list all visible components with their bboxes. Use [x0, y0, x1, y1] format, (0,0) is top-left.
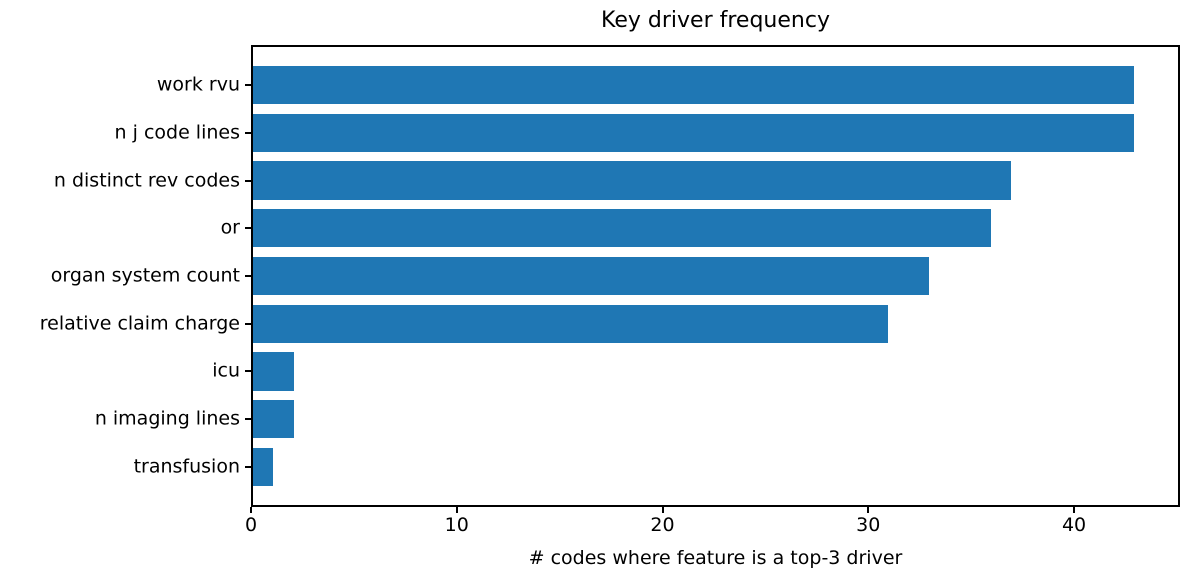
x-tick-label: 40: [1061, 514, 1087, 536]
bar-transfusion: [253, 447, 274, 486]
y-tick-label: work rvu: [156, 73, 240, 96]
x-tick-label: 0: [244, 514, 258, 536]
y-tick-mark: [245, 322, 251, 325]
y-tick-label: n imaging lines: [94, 407, 240, 430]
x-tick-mark: [867, 507, 870, 513]
x-tick-mark: [250, 507, 252, 513]
bar-icu: [253, 352, 294, 391]
x-tick-label: 10: [444, 514, 469, 536]
y-tick-mark: [245, 465, 251, 468]
y-tick-mark: [245, 275, 251, 277]
y-tick-mark: [245, 418, 251, 421]
x-tick-mark: [661, 507, 664, 513]
y-tick-label: organ system count: [50, 264, 240, 287]
y-tick-label: icu: [212, 359, 240, 382]
y-tick-label: n distinct rev codes: [53, 169, 240, 192]
y-tick-mark: [245, 84, 251, 87]
bar-n-imaging-lines: [253, 400, 294, 439]
bar-or: [253, 209, 991, 248]
y-tick-mark: [245, 131, 251, 134]
x-tick-mark: [1073, 507, 1076, 513]
y-tick-label: relative claim charge: [39, 312, 240, 335]
bar-work-rvu: [253, 66, 1134, 105]
chart-title: Key driver frequency: [601, 8, 830, 33]
x-tick-label: 20: [650, 514, 675, 536]
bar-n-j-code-lines: [253, 113, 1134, 152]
y-tick-mark: [245, 179, 251, 182]
bar-n-distinct-rev-codes: [253, 161, 1012, 200]
y-tick-label: transfusion: [133, 455, 240, 478]
y-tick-label: n j code lines: [114, 121, 240, 144]
x-tick-mark: [455, 507, 458, 513]
y-tick-mark: [245, 227, 251, 230]
x-axis-label: # codes where feature is a top-3 driver: [528, 547, 903, 569]
y-tick-label: or: [220, 216, 240, 239]
y-tick-mark: [245, 370, 251, 373]
bar-organ-system-count: [253, 256, 930, 296]
bar-relative-claim-charge: [253, 304, 889, 343]
plot-area: [251, 45, 1180, 507]
x-tick-label: 30: [856, 514, 881, 536]
